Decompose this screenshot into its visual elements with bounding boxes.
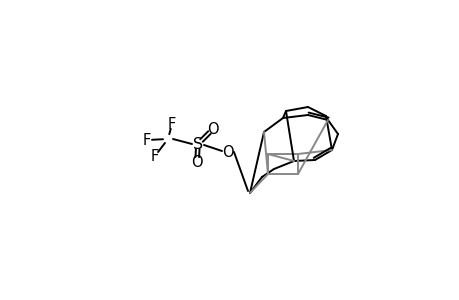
Text: F: F bbox=[168, 116, 176, 131]
Text: F: F bbox=[151, 148, 159, 164]
Text: O: O bbox=[207, 122, 218, 136]
Text: F: F bbox=[143, 133, 151, 148]
Text: O: O bbox=[222, 145, 233, 160]
Text: S: S bbox=[192, 136, 202, 152]
Text: O: O bbox=[191, 154, 202, 169]
